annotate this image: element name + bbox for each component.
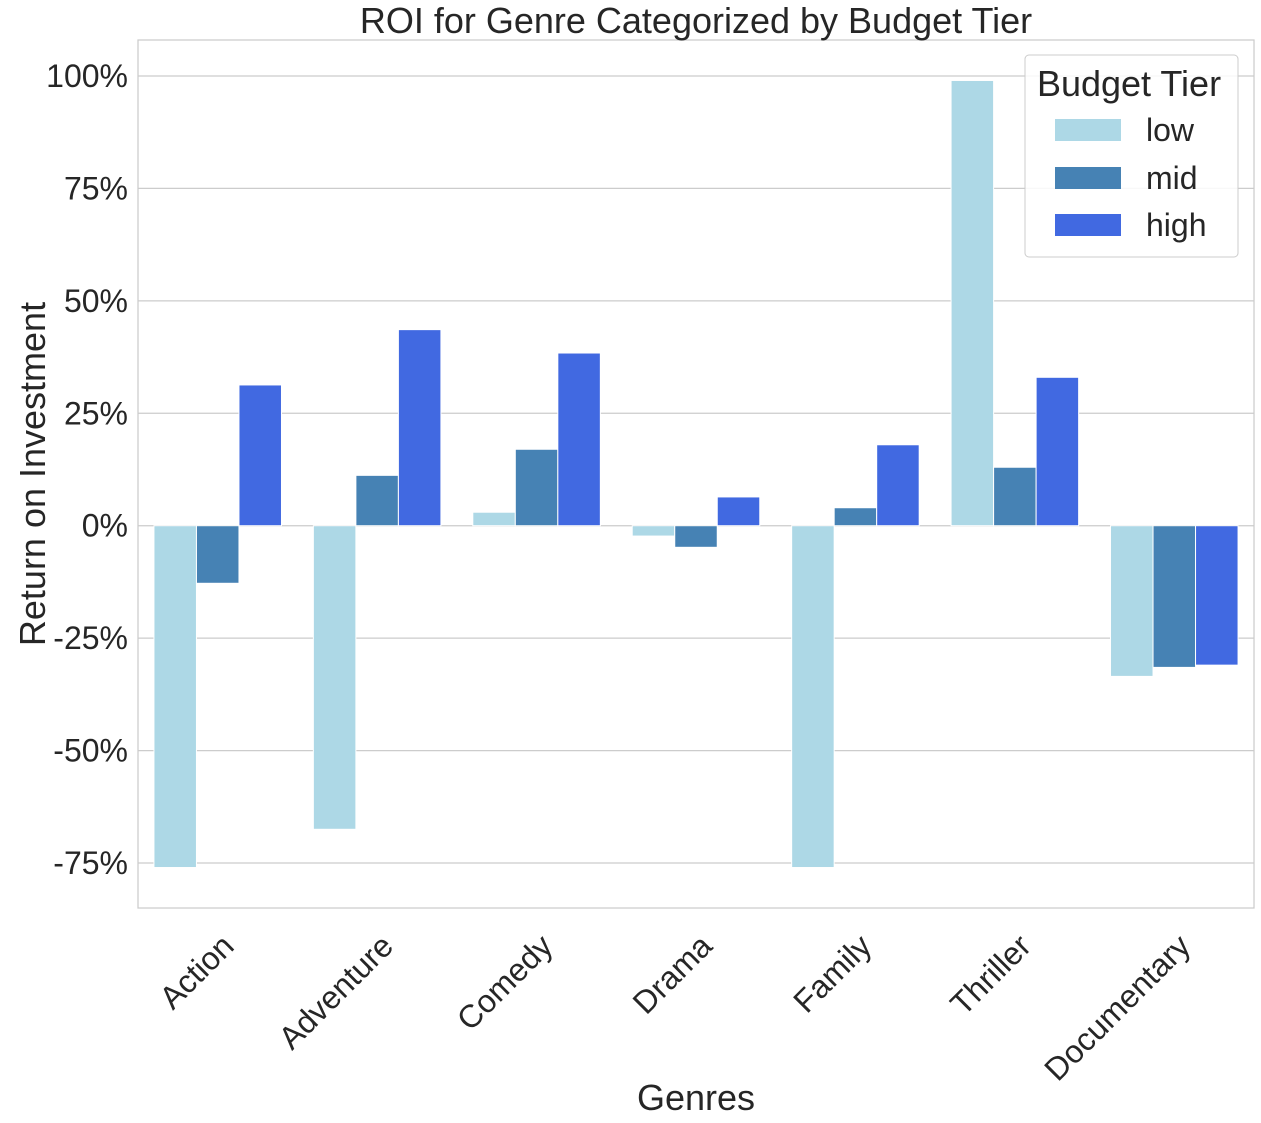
- gridlines: [138, 75, 1254, 864]
- y-axis-label: Return on Investment: [12, 302, 53, 646]
- bar-action-high: [238, 384, 282, 527]
- bar-thriller-low: [950, 79, 995, 527]
- x-tick-labels: Action Adventure Comedy Drama Family Thriller…: [152, 927, 1197, 1087]
- x-tick-label: Comedy: [450, 927, 560, 1037]
- bar-family-high: [876, 444, 920, 527]
- x-tick-label: Thriller: [943, 927, 1038, 1022]
- bar-action-mid: [195, 525, 240, 584]
- bar-comedy-mid: [514, 448, 559, 527]
- x-tick-label: Adventure: [271, 927, 400, 1056]
- legend-title: Budget Tier: [1037, 63, 1221, 104]
- legend-box: [1024, 54, 1239, 258]
- y-tick-label: 0%: [82, 508, 128, 544]
- bar-comedy-low: [472, 511, 516, 527]
- bar-drama-mid: [674, 525, 718, 548]
- x-tick-label: Action: [152, 927, 240, 1015]
- y-tick-label: -25%: [53, 620, 128, 656]
- bar-thriller-high: [1035, 376, 1080, 527]
- bar-documentary-high: [1195, 525, 1239, 666]
- legend: Budget Tier low mid high: [1024, 54, 1239, 258]
- bars: [153, 79, 1239, 869]
- y-tick-labels: 100% 75% 50% 25% 0% -25% -50% -75%: [46, 58, 128, 881]
- chart-title: ROI for Genre Categorized by Budget Tier: [360, 0, 1032, 41]
- legend-label-high: high: [1146, 207, 1207, 243]
- bar-comedy-high: [557, 352, 601, 527]
- legend-swatch-high: [1055, 214, 1121, 236]
- bar-thriller-mid: [993, 466, 1037, 527]
- legend-label-low: low: [1146, 112, 1195, 148]
- y-tick-label: 100%: [46, 58, 128, 94]
- bar-drama-high: [716, 496, 761, 527]
- y-tick-label: 50%: [64, 283, 128, 319]
- y-tick-label: -50%: [53, 733, 128, 769]
- bar-action-low: [153, 525, 197, 869]
- bar-adventure-mid: [355, 474, 399, 527]
- legend-swatch-low: [1055, 119, 1121, 141]
- y-tick-label: 75%: [64, 170, 128, 206]
- y-tick-label: 25%: [64, 395, 128, 431]
- y-tick-label: -75%: [53, 845, 128, 881]
- plot-frame: [137, 39, 1255, 909]
- bar-drama-low: [631, 525, 676, 537]
- x-tick-label: Documentary: [1037, 927, 1197, 1087]
- legend-label-mid: mid: [1146, 160, 1198, 196]
- bar-adventure-low: [312, 525, 357, 830]
- x-tick-label: Family: [786, 927, 878, 1019]
- legend-swatch-mid: [1055, 167, 1121, 189]
- x-tick-label: Drama: [626, 927, 719, 1020]
- bar-family-low: [791, 525, 835, 869]
- bar-documentary-mid: [1152, 525, 1197, 668]
- x-axis-label: Genres: [637, 1077, 755, 1118]
- bar-family-mid: [833, 507, 878, 527]
- bar-adventure-high: [397, 329, 442, 527]
- bar-documentary-low: [1110, 525, 1154, 677]
